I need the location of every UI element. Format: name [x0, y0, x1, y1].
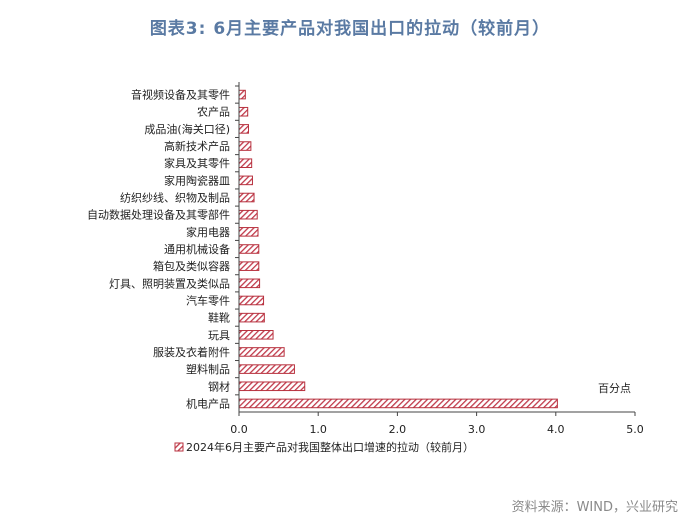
category-label: 机电产品	[186, 396, 230, 410]
category-label: 高新技术产品	[164, 139, 230, 153]
category-label: 汽车零件	[186, 293, 230, 307]
category-label: 农产品	[197, 105, 230, 119]
bar	[238, 89, 246, 100]
category-label: 成品油(海关口径)	[144, 122, 230, 136]
x-tick-label: 5.0	[626, 423, 644, 436]
category-label: 家用陶瓷器皿	[164, 173, 230, 187]
category-label: 钢材	[208, 379, 230, 393]
unit-label: 百分点	[598, 382, 631, 395]
category-label: 塑料制品	[186, 362, 230, 376]
legend-label: 2024年6月主要产品对我国整体出口增速的拉动（较前月）	[186, 440, 474, 454]
bar	[238, 364, 295, 374]
category-label: 家具及其零件	[164, 156, 230, 170]
x-tick-label: 3.0	[468, 423, 486, 436]
legend-swatch	[174, 442, 184, 452]
x-tick-label: 4.0	[547, 423, 565, 436]
bar	[238, 175, 253, 186]
bar	[238, 209, 258, 220]
bar	[238, 106, 249, 117]
category-label: 家用电器	[186, 225, 230, 239]
bar	[238, 192, 255, 203]
x-tick-label: 1.0	[309, 423, 327, 436]
bar	[238, 312, 265, 323]
bar	[238, 398, 558, 409]
x-tick-label: 2.0	[389, 423, 407, 436]
bar	[238, 158, 253, 168]
category-label: 自动数据处理设备及其零部件	[87, 208, 230, 222]
bar	[238, 295, 265, 306]
bar	[238, 381, 306, 392]
category-label: 玩具	[208, 329, 230, 342]
bar	[238, 141, 252, 151]
category-label: 灯具、照明装置及类似品	[109, 276, 230, 290]
bar	[238, 330, 274, 340]
source-note: 资料来源：WIND，兴业研究	[511, 500, 678, 515]
bar	[238, 244, 260, 254]
bar	[238, 124, 250, 134]
category-label: 通用机械设备	[164, 242, 230, 256]
bar	[238, 227, 259, 237]
category-label: 纺织纱线、织物及制品	[120, 191, 230, 205]
category-label: 鞋靴	[208, 311, 230, 325]
legend: 2024年6月主要产品对我国整体出口增速的拉动（较前月）	[174, 440, 474, 454]
bar	[238, 347, 285, 357]
bar	[238, 261, 260, 271]
category-label: 箱包及类似容器	[153, 259, 230, 273]
figure-title: 图表3: 6月主要产品对我国出口的拉动（较前月）	[149, 19, 551, 39]
x-tick-label: 0.0	[230, 423, 248, 436]
category-label: 服装及衣着附件	[153, 345, 230, 359]
category-label: 音视频设备及其零件	[131, 88, 230, 102]
bar	[238, 278, 261, 289]
